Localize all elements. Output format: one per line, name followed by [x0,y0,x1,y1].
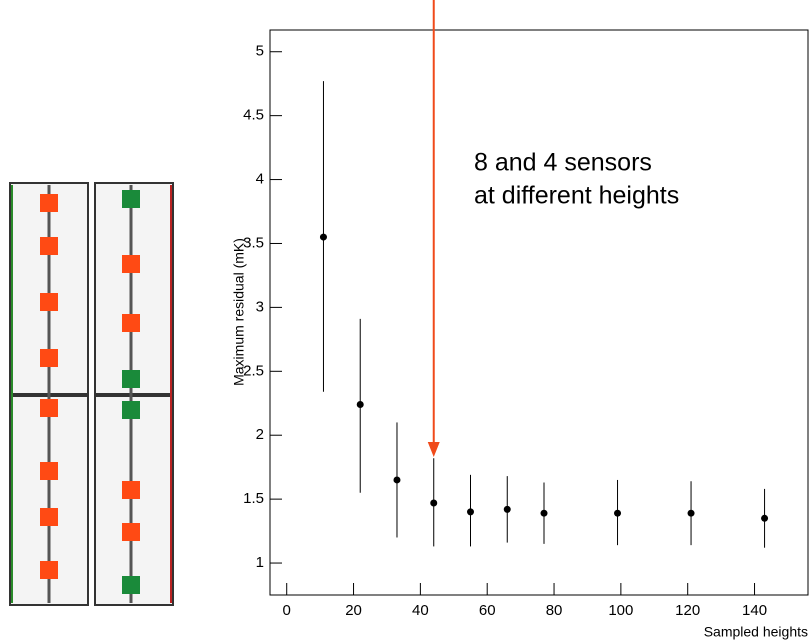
annotation: at different heights [474,182,679,210]
x-tick-label: 80 [546,602,563,619]
point [761,514,769,522]
x-tick-label: 140 [742,602,767,619]
plot-frame [269,29,809,596]
sensor [40,237,58,255]
y-tick-label: 3.5 [243,234,264,251]
sensor-diagram [9,182,174,606]
sensor [122,190,140,208]
y-tick-label: 2.5 [243,362,264,379]
sensors-green [122,190,140,594]
panel [94,395,174,606]
sensor [40,349,58,367]
point [430,499,438,507]
x-tick-label: 60 [479,602,496,619]
sensor [40,561,58,579]
x-tick-label: 20 [345,602,362,619]
point [356,401,364,409]
point [614,509,622,517]
sensor [122,523,140,541]
x-tick-label: 40 [412,602,429,619]
point [319,233,327,241]
x-tick-label: 100 [608,602,633,619]
point [393,476,401,484]
sensor [40,399,58,417]
y-tick-label: 1.5 [243,490,264,507]
y-tick-label: 4.5 [243,107,264,124]
sensor [122,401,140,419]
y-axis-label: Maximum residual (mK) [231,238,247,386]
sensors-red [40,194,140,579]
sensor [122,255,140,273]
sensor [122,576,140,594]
sensor [40,293,58,311]
y-tick-label: 4 [256,171,264,188]
x-tick-label: 0 [283,602,291,619]
arrow-head [427,442,440,457]
y-tick-label: 5 [256,43,264,60]
x-tick-label: 120 [675,602,700,619]
sensor [40,508,58,526]
y-tick-label: 1 [256,554,264,571]
sensor [122,481,140,499]
sensor [40,194,58,212]
point [503,505,511,513]
x-axis-label: Sampled heights [704,624,808,640]
point [687,509,695,517]
annotation: 8 and 4 sensors [474,149,652,177]
y-tick-label: 3 [256,298,264,315]
sensor [122,314,140,332]
point [540,509,548,517]
point [466,508,474,516]
sensor [122,370,140,388]
y-tick-label: 2 [256,426,264,443]
sensor [40,462,58,480]
panel [94,182,174,395]
